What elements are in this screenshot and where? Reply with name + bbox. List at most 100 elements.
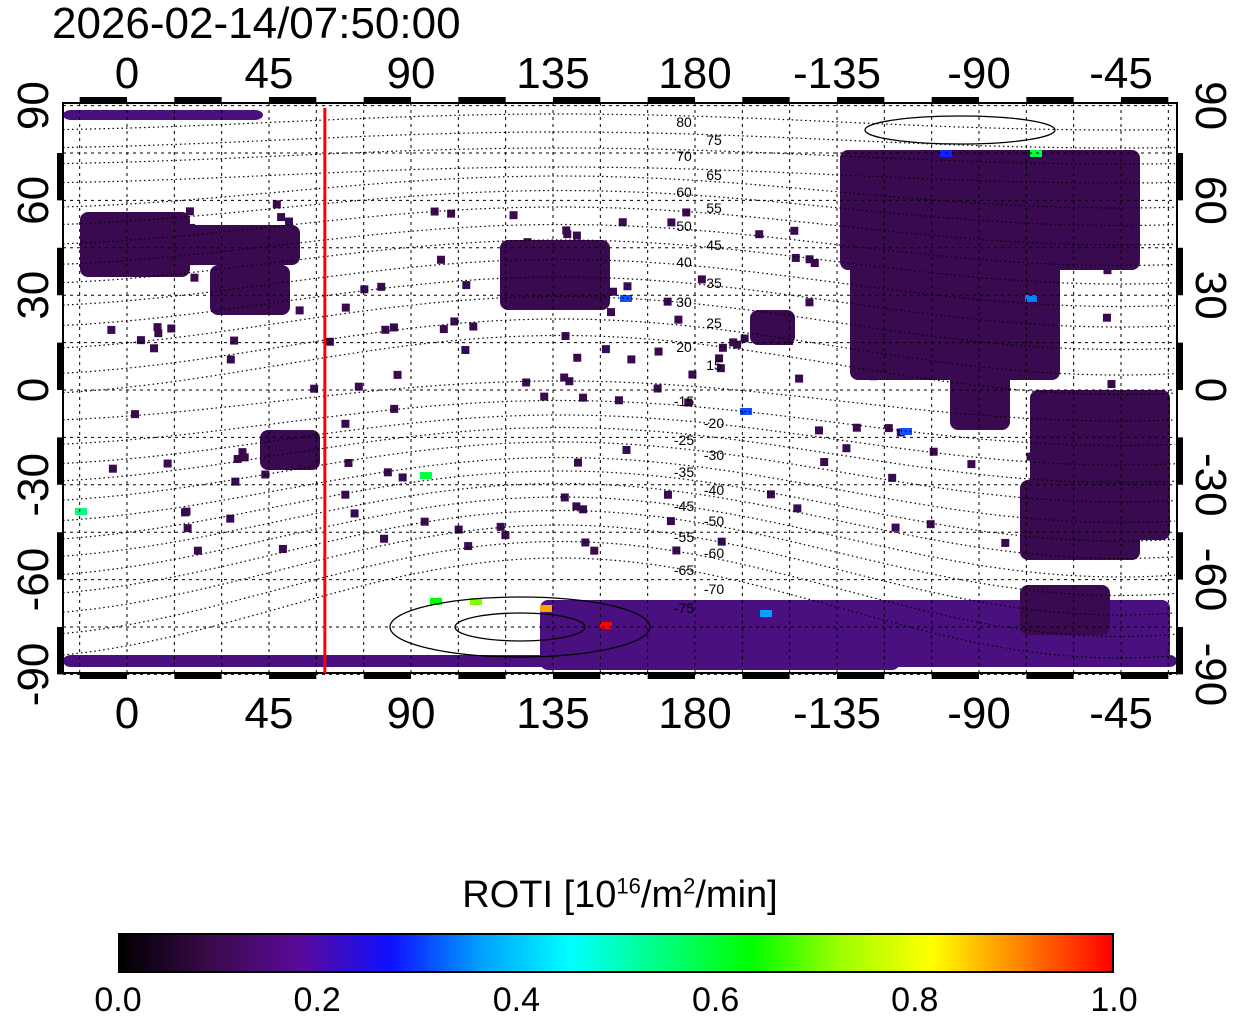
colorbar-title-base: ROTI [10	[462, 874, 617, 916]
right-lat-tick-label: 0	[1186, 378, 1235, 402]
roti-cell	[842, 444, 851, 453]
roti-cell	[107, 325, 116, 334]
roti-cell	[285, 217, 294, 226]
right-lat-tick-label: -60	[1186, 548, 1235, 612]
top-lon-tick-label: 90	[387, 49, 436, 98]
top-lon-tick-label: 180	[658, 49, 731, 98]
contour-line	[62, 166, 1176, 184]
roti-cell	[674, 315, 683, 324]
roti-cell	[231, 477, 240, 486]
colorbar-tick-label: 0.8	[891, 981, 939, 1019]
roti-patch	[80, 212, 190, 277]
roti-cell	[805, 255, 814, 264]
roti-cell	[1051, 437, 1060, 446]
roti-cell	[350, 509, 359, 518]
bottom-lon-tick-label: -45	[1089, 689, 1153, 738]
roti-cell	[820, 458, 829, 467]
roti-cell	[354, 382, 363, 391]
roti-data-layer	[63, 110, 1177, 670]
contour-label: -35	[674, 464, 694, 480]
roti-cell	[1102, 313, 1111, 322]
roti-cell	[277, 213, 286, 222]
right-lat-tick-label: 30	[1186, 271, 1235, 320]
contour-label: -45	[674, 498, 694, 514]
contour-line	[62, 540, 1176, 638]
roti-high-cell	[75, 508, 87, 515]
roti-cell	[509, 211, 518, 220]
bottom-lon-tick-label: 90	[387, 689, 436, 738]
roti-cell	[609, 287, 618, 296]
roti-cell	[805, 298, 814, 307]
roti-cell	[618, 218, 627, 227]
map-timestamp-title: 2026-02-14/07:50:00	[52, 0, 461, 48]
roti-map: 0045459090135135180180-135-135-90-90-45-…	[9, 49, 1235, 738]
roti-cell	[462, 281, 471, 290]
left-lat-tick-label: -90	[9, 643, 58, 707]
roti-cell	[579, 505, 588, 514]
roti-cell	[573, 353, 582, 362]
roti-high-cell	[540, 605, 552, 612]
roti-cell	[341, 490, 350, 499]
contour-label: 65	[706, 167, 722, 183]
roti-cell	[573, 458, 582, 467]
roti-cell	[729, 338, 738, 347]
roti-cell	[226, 355, 235, 364]
roti-cell	[447, 209, 456, 218]
roti-cell	[607, 308, 616, 317]
roti-cell	[242, 278, 251, 287]
bottom-lon-tick-label: -135	[793, 689, 881, 738]
roti-cell	[1041, 292, 1050, 301]
contour-label: 45	[706, 237, 722, 253]
contour-label: 15	[706, 357, 722, 373]
colorbar-tick-label: 0.6	[691, 981, 740, 1019]
roti-cell	[1121, 394, 1130, 403]
contour-line	[62, 131, 1176, 149]
roti-patch	[210, 265, 290, 315]
roti-cell	[389, 323, 398, 332]
roti-cell	[496, 522, 505, 531]
roti-cell	[929, 447, 938, 456]
contour-label: -30	[704, 447, 724, 463]
roti-cell	[654, 347, 663, 356]
roti-cell	[522, 378, 531, 387]
roti-cell	[341, 303, 350, 312]
roti-cell	[398, 473, 407, 482]
roti-cell	[627, 355, 636, 364]
roti-patch	[260, 430, 320, 470]
roti-cell	[565, 377, 574, 386]
contour-label: 20	[676, 339, 692, 355]
colorbar-title-exp2: 2	[683, 873, 696, 899]
roti-cell	[888, 473, 897, 482]
roti-cell	[1031, 531, 1040, 540]
contour-label: -55	[674, 529, 694, 545]
roti-cell	[190, 273, 199, 282]
contour-label: 25	[706, 315, 722, 331]
roti-cell	[390, 404, 399, 413]
bottom-lon-tick-label: 0	[115, 689, 139, 738]
roti-high-cell	[620, 295, 632, 302]
roti-cell	[560, 373, 569, 382]
aurora-oval-contour	[864, 115, 1056, 145]
roti-cell	[233, 454, 242, 463]
contour-line	[62, 399, 1176, 447]
bottom-lon-tick-label: 180	[658, 689, 731, 738]
roti-cell	[784, 336, 793, 345]
map-axes: 0045459090135135180180-135-135-90-90-45-…	[9, 49, 1235, 738]
roti-cell	[1103, 266, 1112, 275]
roti-cell	[682, 208, 691, 217]
roti-patch	[750, 310, 795, 345]
roti-cell	[653, 384, 662, 393]
magnetic-latitude-contours	[62, 113, 1176, 659]
roti-patch	[700, 600, 900, 670]
roti-cell	[272, 200, 281, 209]
roti-cell	[295, 306, 304, 315]
roti-cell	[130, 410, 139, 419]
contour-line	[62, 113, 1176, 131]
contour-label: -15	[674, 393, 694, 409]
contour-line	[62, 239, 1176, 285]
roti-cell	[579, 393, 588, 402]
roti-cell	[561, 332, 570, 341]
roti-cell	[1086, 539, 1095, 548]
right-lat-tick-label: 90	[1186, 81, 1235, 130]
roti-cell	[810, 259, 819, 268]
